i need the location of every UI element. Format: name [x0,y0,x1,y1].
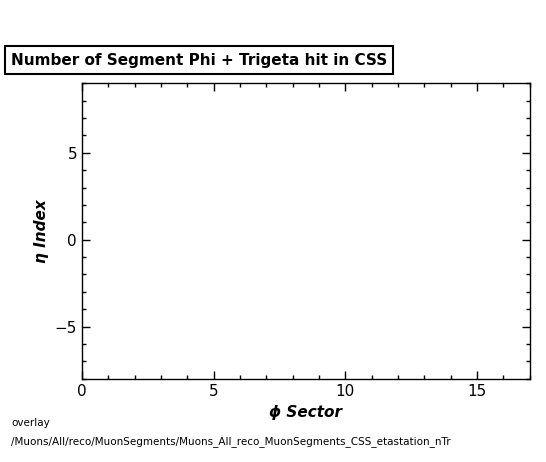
Text: Number of Segment Phi + Trigeta hit in CSS: Number of Segment Phi + Trigeta hit in C… [11,53,387,67]
X-axis label: ϕ Sector: ϕ Sector [269,404,342,420]
Text: overlay: overlay [11,418,50,428]
Y-axis label: η Index: η Index [34,199,49,263]
Text: /Muons/All/reco/MuonSegments/Muons_All_reco_MuonSegments_CSS_etastation_nTr: /Muons/All/reco/MuonSegments/Muons_All_r… [11,437,450,448]
